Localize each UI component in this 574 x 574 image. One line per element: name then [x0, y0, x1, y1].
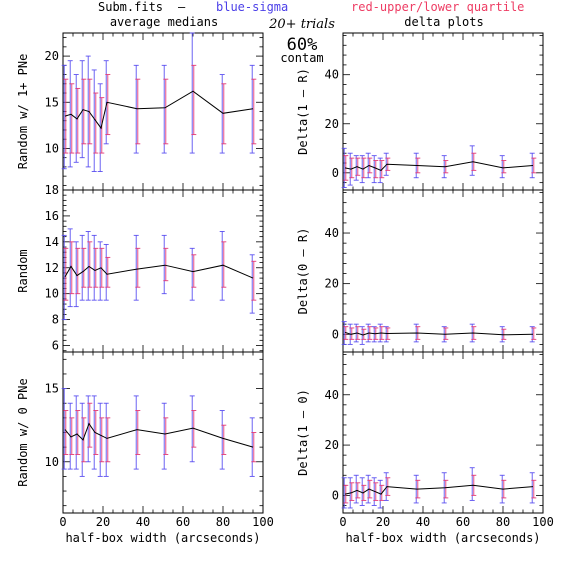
header-file-label: Subm.fits — [98, 0, 163, 14]
trials-label: 20+ trials — [268, 17, 335, 32]
x-tick-label: 0 — [339, 515, 346, 529]
plot-frame — [62, 351, 264, 514]
x-axis-label: half-box width (arcseconds) — [65, 531, 260, 545]
panel-left-bot: 10 15 0 20 40 60 80 100 Random w/ 0 PNe half-box … — [16, 351, 274, 545]
y-axis-label: Random — [16, 249, 30, 292]
y-axis-label: Delta(1 – R) — [296, 68, 310, 155]
x-tick-label: 20 — [376, 515, 390, 529]
y-tick-label: 16 — [45, 209, 59, 223]
x-tick-label: 100 — [252, 515, 274, 529]
y-tick-label: 20 — [325, 277, 339, 291]
x-tick-label: 40 — [416, 515, 430, 529]
y-tick-label: 8 — [52, 313, 59, 327]
median-line — [344, 484, 534, 495]
median-line — [344, 161, 534, 171]
panel-right-top: 0 20 40 Delta(1 – R) — [296, 32, 544, 191]
y-tick-label: 0 — [332, 488, 339, 502]
header-dash: – — [178, 0, 186, 14]
y-tick-label: 15 — [45, 95, 59, 109]
plot-frame — [62, 189, 264, 353]
x-axis-label: half-box width (arcseconds) — [345, 531, 540, 545]
median-line — [64, 422, 254, 448]
y-tick-label: 20 — [45, 49, 59, 63]
y-axis-label: Delta(0 – R) — [296, 228, 310, 315]
x-tick-label: 60 — [176, 515, 190, 529]
contam-percent: 60% — [287, 35, 318, 55]
x-tick-label: 100 — [532, 515, 554, 529]
y-tick-label: 12 — [45, 261, 59, 275]
x-tick-label: 20 — [96, 515, 110, 529]
y-tick-label: 6 — [52, 339, 59, 353]
panel-left-mid: 6 8 10 12 14 16 18 Random — [16, 183, 264, 353]
y-tick-label: 10 — [45, 141, 59, 155]
panels: 10 15 20 Random w/ 1+ PNe 0 20 40 Delta(1 – R) 6… — [16, 32, 554, 545]
panel-right-mid: 0 20 40 Delta(0 – R) — [296, 189, 544, 353]
x-tick-label: 0 — [59, 515, 66, 529]
contam-label: contam — [280, 51, 323, 65]
left-column-title: average medians — [110, 15, 218, 29]
plot-frame — [342, 189, 544, 353]
y-tick-label: 40 — [325, 388, 339, 402]
y-tick-label: 10 — [45, 455, 59, 469]
x-tick-label: 80 — [216, 515, 230, 529]
y-tick-label: 40 — [325, 226, 339, 240]
y-tick-label: 15 — [45, 382, 59, 396]
y-tick-label: 0 — [332, 327, 339, 341]
median-line — [344, 331, 534, 336]
header-red-label: red-upper/lower quartile — [351, 0, 524, 14]
y-tick-label: 20 — [325, 438, 339, 452]
median-line — [64, 90, 254, 130]
x-tick-label: 60 — [456, 515, 470, 529]
right-column-title: delta plots — [404, 15, 483, 29]
median-line — [64, 264, 254, 279]
y-tick-label: 18 — [45, 183, 59, 197]
x-tick-label: 40 — [136, 515, 150, 529]
y-axis-label: Random w/ 1+ PNe — [16, 54, 30, 170]
y-axis-label: Random w/ 0 PNe — [16, 378, 30, 486]
panel-right-bot: 0 20 40 0 20 40 60 80 100 Delta(1 – 0) half-box wi… — [296, 351, 554, 545]
y-tick-label: 40 — [325, 68, 339, 82]
y-tick-label: 0 — [332, 166, 339, 180]
panel-left-top: 10 15 20 Random w/ 1+ PNe — [16, 32, 264, 191]
y-tick-label: 14 — [45, 235, 59, 249]
plot-frame — [342, 351, 544, 514]
y-tick-label: 10 — [45, 287, 59, 301]
header-blue-label: blue-sigma — [216, 0, 288, 14]
x-tick-label: 80 — [496, 515, 510, 529]
y-axis-label: Delta(1 – 0) — [296, 389, 310, 476]
y-tick-label: 20 — [325, 117, 339, 131]
